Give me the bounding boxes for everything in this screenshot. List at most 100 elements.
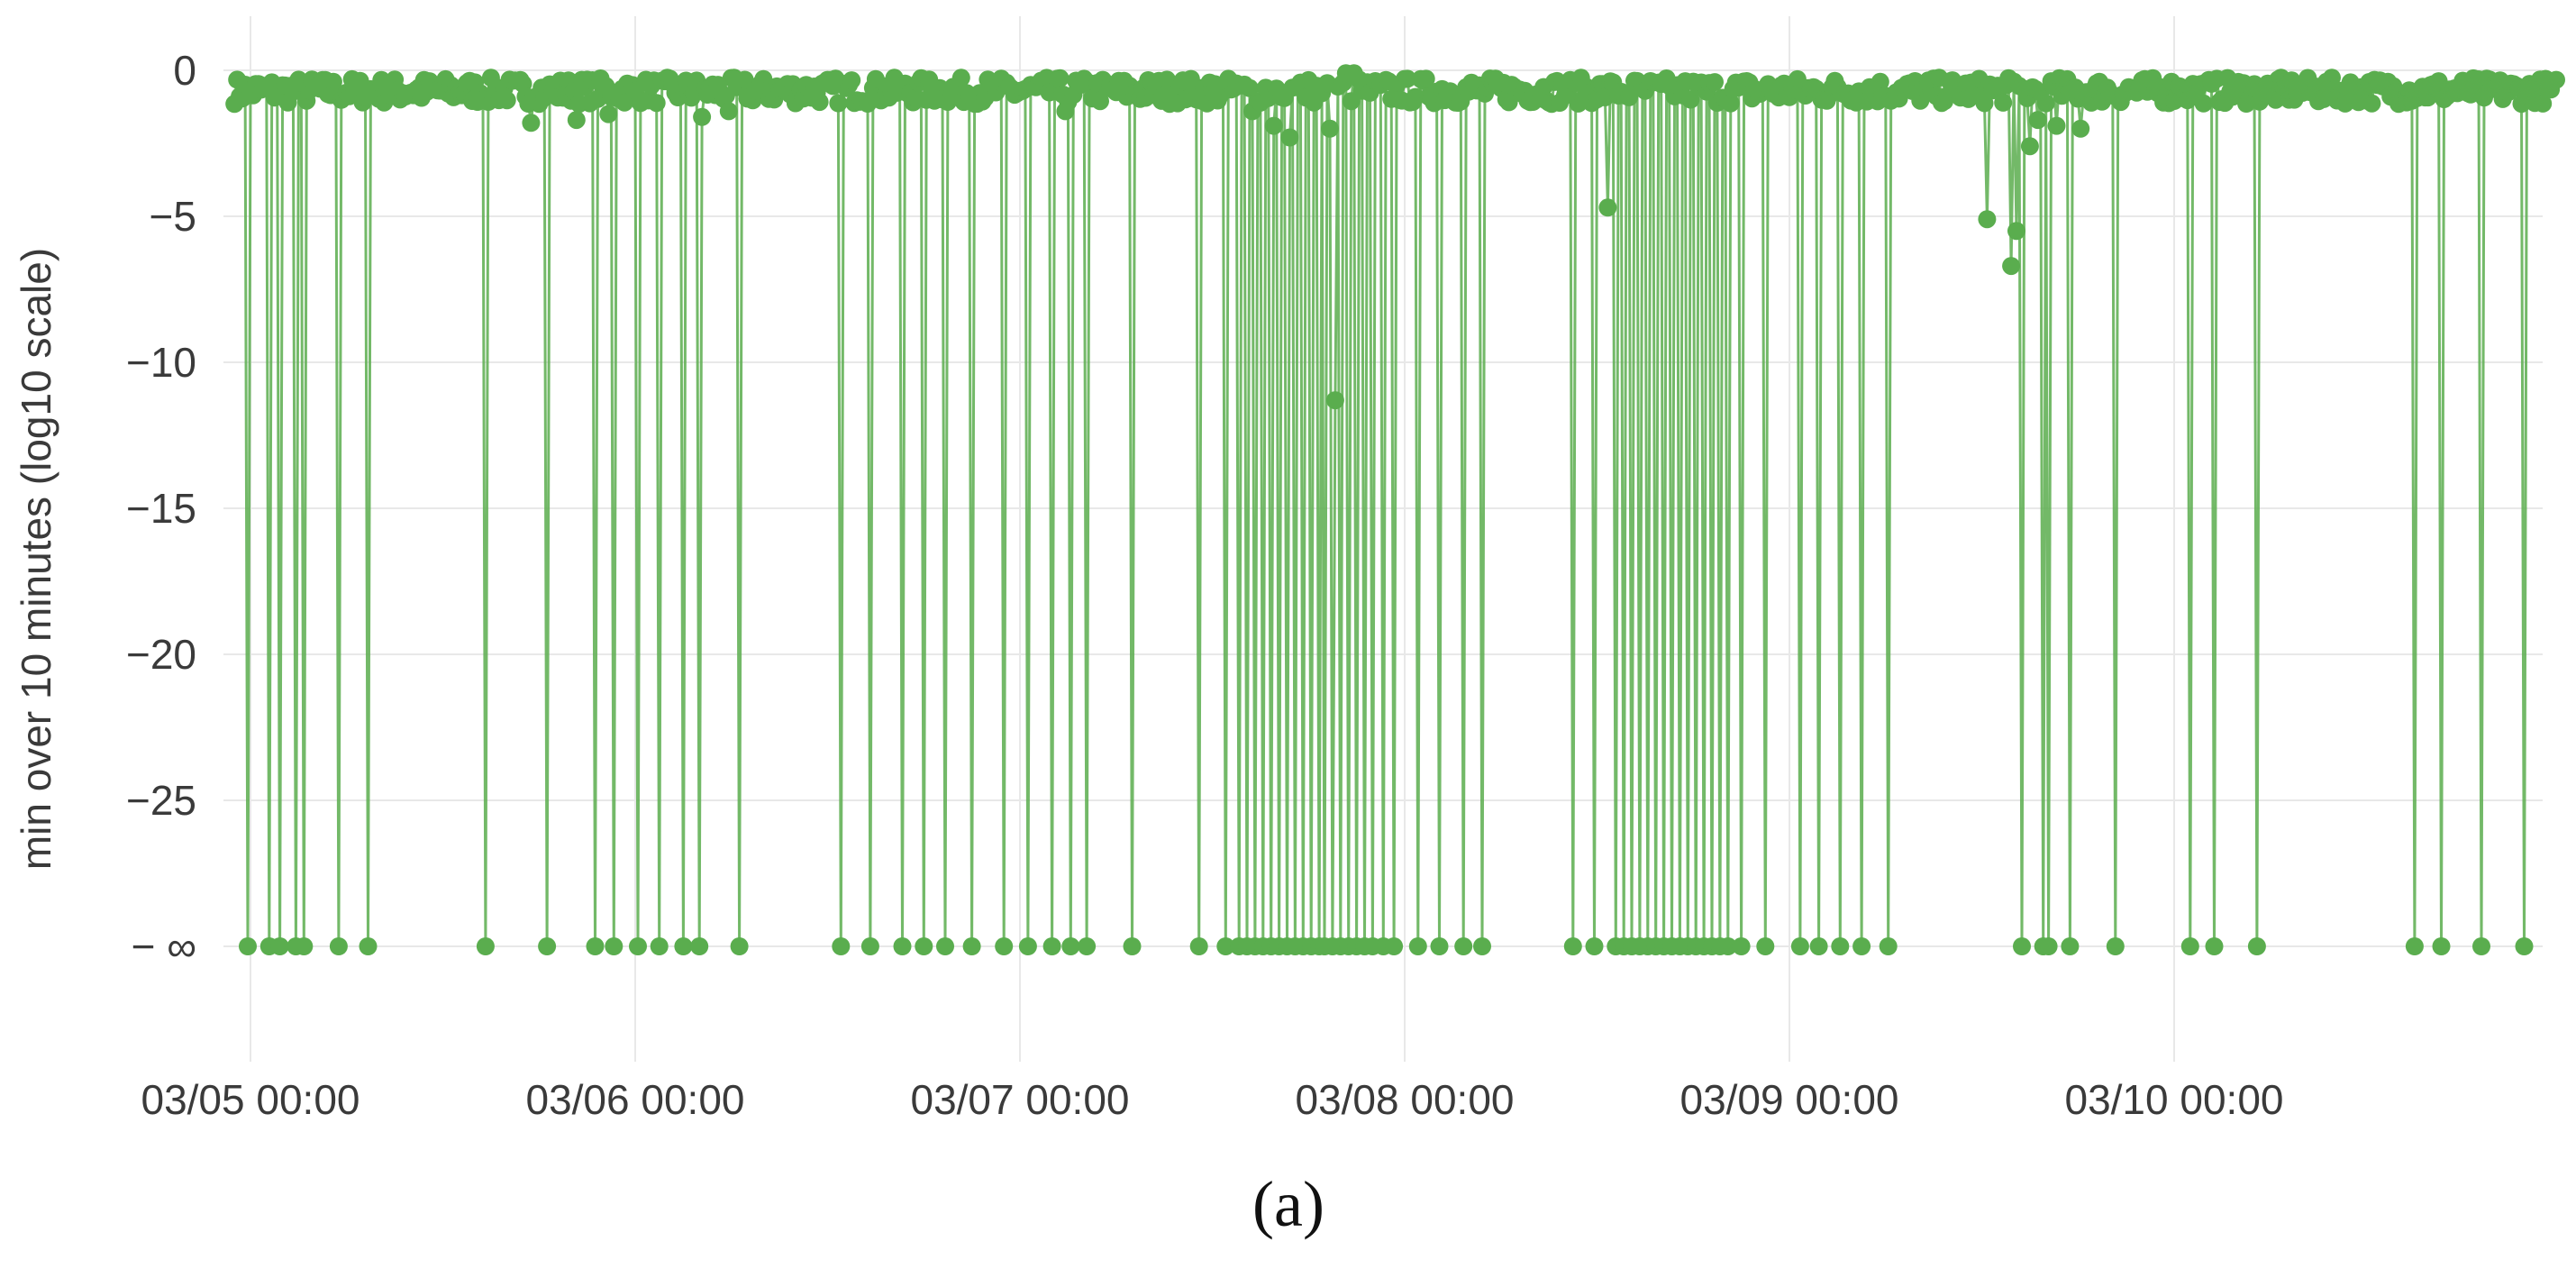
data-point: [842, 71, 861, 90]
data-point: [586, 937, 605, 955]
data-point: [323, 72, 342, 91]
data-point: [719, 102, 738, 121]
data-point: [2547, 70, 2565, 89]
data-point: [1091, 92, 1109, 111]
data-point: [650, 937, 669, 955]
data-point: [1706, 73, 1724, 92]
data-point: [605, 937, 624, 955]
data-point: [295, 937, 314, 955]
data-point: [1732, 937, 1751, 955]
data-point: [615, 93, 634, 112]
y-tick-labels: 0 −5 −10 −15 −20 −25 − ∞: [126, 47, 196, 970]
data-point: [915, 937, 933, 955]
x-tick-labels: 03/05 00:00 03/06 00:00 03/07 00:00 03/08 0…: [141, 1076, 2283, 1123]
data-point: [1454, 937, 1473, 955]
data-point: [599, 105, 618, 123]
data-point: [1416, 69, 1435, 88]
data-point: [1264, 116, 1283, 135]
data-point: [936, 937, 954, 955]
x-tick-label: 03/06 00:00: [525, 1076, 744, 1123]
data-point: [359, 937, 378, 955]
data-point: [2405, 937, 2424, 955]
data-point: [1398, 69, 1416, 88]
x-tick-label: 03/08 00:00: [1295, 1076, 1514, 1123]
data-point: [1563, 937, 1582, 955]
data-point: [239, 937, 257, 955]
vertical-gridlines: [250, 16, 2175, 1062]
data-point: [1385, 937, 1404, 955]
data-point: [893, 937, 912, 955]
data-point: [951, 68, 970, 87]
data-point: [1598, 198, 1617, 217]
data-point: [1078, 937, 1097, 955]
data-point: [497, 91, 516, 110]
data-point: [522, 114, 541, 132]
data-point: [2002, 257, 2021, 276]
data-point: [1280, 128, 1299, 147]
data-point: [1994, 93, 2013, 112]
x-tick-label: 03/05 00:00: [141, 1076, 360, 1123]
data-point: [629, 937, 647, 955]
data-point: [2071, 119, 2090, 138]
x-tick-label: 03/07 00:00: [910, 1076, 1129, 1123]
data-point: [1852, 937, 1871, 955]
data-point: [2472, 937, 2490, 955]
y-tick-label: − ∞: [132, 923, 196, 970]
data-point: [693, 107, 712, 126]
data-point: [2106, 937, 2125, 955]
series-markers: [225, 64, 2565, 955]
x-tick-label: 03/09 00:00: [1679, 1076, 1898, 1123]
data-point: [1430, 937, 1449, 955]
data-point: [810, 93, 829, 112]
data-point: [270, 937, 289, 955]
data-point: [1042, 937, 1061, 955]
y-tick-label: −15: [126, 485, 196, 532]
data-point: [1879, 937, 1898, 955]
data-point: [1718, 937, 1737, 955]
y-tick-label: 0: [173, 47, 196, 94]
data-point: [1061, 937, 1080, 955]
data-point: [832, 937, 851, 955]
data-point: [1018, 937, 1037, 955]
data-point: [1241, 78, 1259, 97]
series-line: [232, 71, 2557, 948]
data-point: [2180, 937, 2199, 955]
data-point: [995, 937, 1014, 955]
data-point: [2036, 94, 2055, 113]
y-tick-label: −25: [126, 777, 196, 824]
data-point: [2534, 94, 2553, 113]
x-tick-label: 03/10 00:00: [2064, 1076, 2283, 1123]
data-point: [1321, 119, 1339, 138]
y-tick-label: −20: [126, 631, 196, 678]
data-point: [2247, 937, 2266, 955]
data-point: [1596, 88, 1615, 106]
data-point: [1681, 90, 1700, 109]
data-point: [1325, 391, 1344, 410]
data-point: [2432, 937, 2451, 955]
data-point: [860, 937, 879, 955]
data-point: [2013, 937, 2031, 955]
data-point: [1790, 937, 1809, 955]
data-point: [1831, 937, 1850, 955]
data-point: [647, 94, 666, 113]
data-point: [476, 937, 495, 955]
y-tick-label: −5: [150, 193, 196, 240]
data-point: [538, 937, 557, 955]
y-axis-title: min over 10 minutes (log10 scale): [13, 248, 59, 870]
series-group: [225, 64, 2565, 955]
figure-caption: (a): [1252, 1168, 1324, 1240]
data-point: [1406, 87, 1425, 106]
data-point: [2007, 222, 2025, 241]
data-point: [329, 937, 348, 955]
data-point: [829, 94, 848, 113]
data-point: [1978, 210, 1997, 229]
data-point: [1473, 937, 1491, 955]
data-point: [2061, 937, 2080, 955]
data-point: [1756, 937, 1775, 955]
data-point: [674, 937, 693, 955]
data-point: [2039, 937, 2058, 955]
data-point: [567, 111, 586, 130]
y-tick-label: −10: [126, 339, 196, 386]
data-point: [1620, 87, 1639, 106]
